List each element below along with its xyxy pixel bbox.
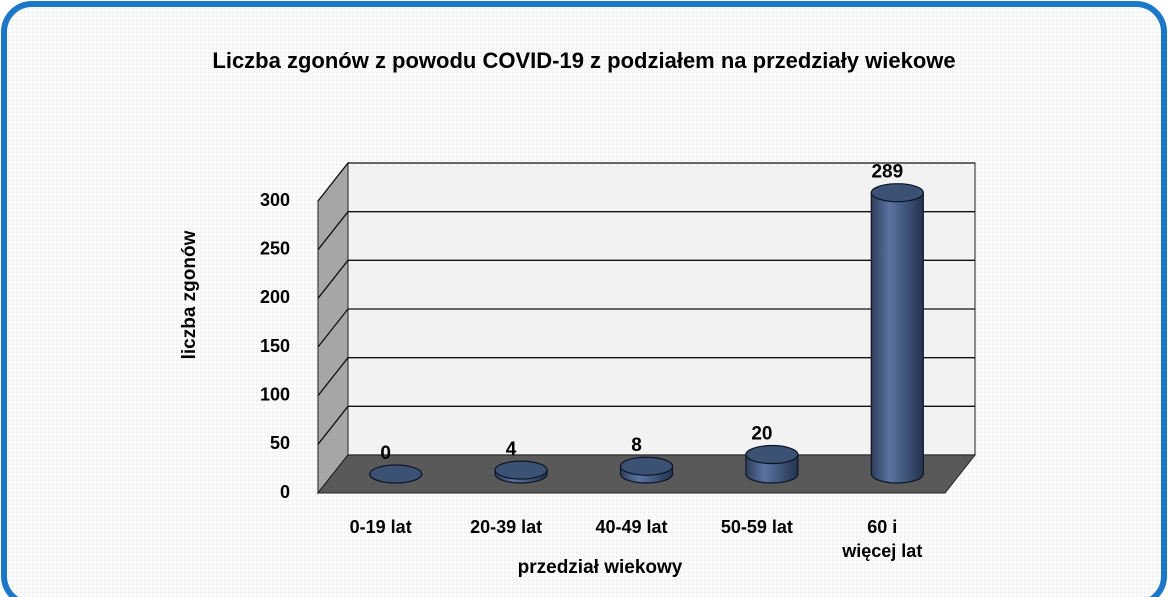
y-tick-label: 300 — [260, 190, 290, 210]
cylinder-body — [870, 192, 924, 484]
grid-line — [317, 357, 975, 397]
y-tick-label: 250 — [260, 238, 290, 258]
value-label: 289 — [871, 162, 903, 183]
grid-line — [317, 308, 975, 348]
y-axis-label: liczba zgonów — [179, 230, 200, 359]
y-tick-label: 100 — [260, 384, 290, 404]
x-tick-label: 40-49 lat — [595, 517, 668, 537]
bar — [494, 460, 548, 484]
y-tick-label: 150 — [260, 336, 290, 356]
y-tick-label: 200 — [260, 287, 290, 307]
x-tick-label: 50-59 lat — [720, 517, 793, 537]
x-axis-label: przedział wiekowy — [517, 557, 683, 578]
cylinder-top — [494, 460, 548, 480]
value-label: 0 — [380, 443, 391, 464]
bar — [745, 444, 799, 484]
chart-title: Liczba zgonów z powodu COVID-19 z podzia… — [212, 48, 956, 73]
x-tick-label: 60 i więcej lat — [842, 517, 923, 561]
cylinder-top — [369, 464, 423, 484]
grid-line — [317, 259, 975, 299]
cylinder-top — [870, 183, 924, 203]
y-tick-label: 50 — [270, 433, 290, 453]
bar — [619, 456, 674, 484]
cylinder-top — [745, 444, 799, 465]
bar — [369, 464, 423, 484]
grid-line — [317, 211, 975, 251]
grid-line — [317, 162, 975, 202]
grid-line — [317, 405, 975, 445]
x-tick-label: 20-39 lat — [470, 517, 543, 537]
value-label: 4 — [506, 439, 517, 460]
bar — [870, 183, 924, 484]
x-tick-label: 0-19 lat — [349, 517, 412, 537]
value-label: 8 — [631, 435, 642, 456]
cylinder-top — [619, 456, 674, 476]
y-tick-label: 0 — [280, 482, 290, 502]
value-label: 20 — [751, 424, 772, 445]
